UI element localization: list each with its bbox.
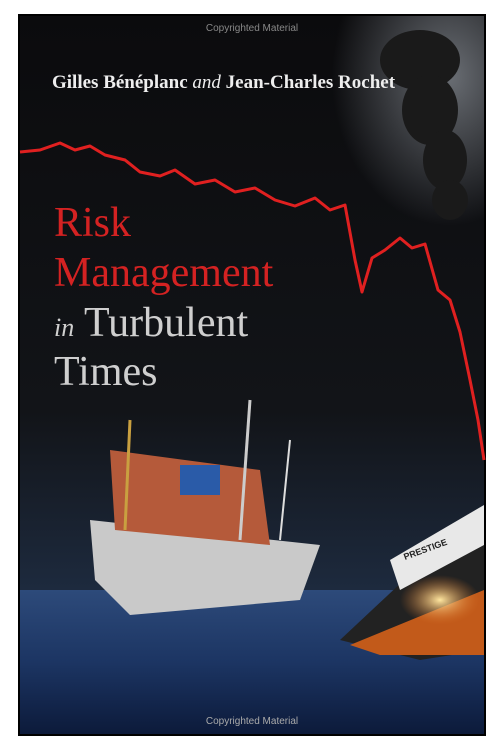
title-word: Turbulent [84,300,248,346]
book-cover: PRESTIGE Copyrighted Material Gilles Bén… [0,0,499,744]
title-line: in Turbulent [54,300,248,346]
author-conjunction: and [192,72,221,93]
title-line: Risk [54,200,131,246]
title-line: Times [54,349,158,395]
author-second: Jean-Charles Rochet [226,72,396,93]
title-prefix: in [54,313,74,342]
page: PRESTIGE Copyrighted Material Gilles Bén… [0,0,499,744]
title-line: Management [54,250,274,296]
watermark-top: Copyrighted Material [206,23,298,34]
watermark-bottom: Copyrighted Material [206,716,298,727]
authors: Gilles Bénéplanc and Jean-Charles Rochet [52,72,396,93]
author-first: Gilles Bénéplanc [52,72,188,93]
